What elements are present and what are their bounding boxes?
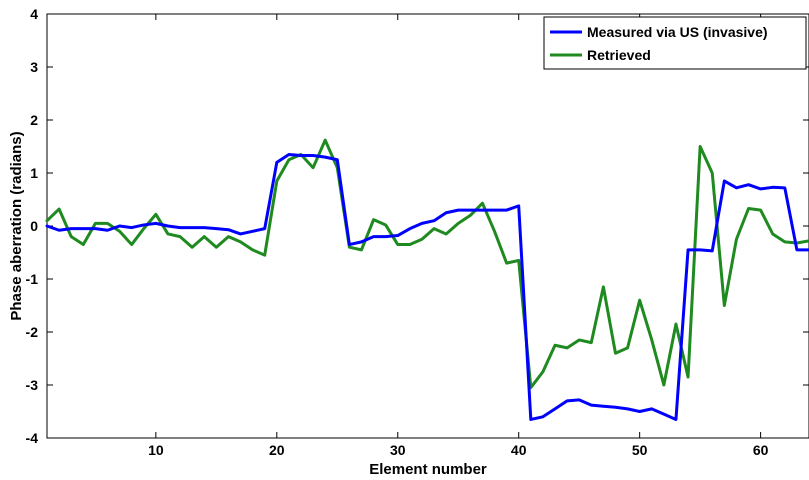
y-tick-label: 3: [30, 59, 38, 75]
series-line-measured: [45, 152, 809, 421]
legend-box: [543, 16, 807, 70]
x-tick-label: 30: [390, 442, 406, 458]
legend-label-retrieved: Retrieved: [587, 47, 651, 63]
y-tick-label: 2: [30, 112, 38, 128]
x-axis-label: Element number: [369, 461, 487, 478]
y-axis-label: Phase aberration (radians): [8, 131, 25, 320]
y-tick-label: -3: [26, 377, 39, 393]
y-tick-label: 0: [30, 218, 38, 234]
y-tick-label: 1: [30, 165, 38, 181]
y-tick-label: -4: [26, 430, 39, 446]
y-tick-label: -2: [26, 324, 39, 340]
x-tick-label: 50: [632, 442, 648, 458]
series-lines: [45, 138, 809, 421]
y-tick-label: -1: [26, 271, 39, 287]
x-tick-label: 20: [269, 442, 285, 458]
x-tick-label: 10: [148, 442, 164, 458]
x-tick-label: 60: [753, 442, 769, 458]
legend-label-measured: Measured via US (invasive): [587, 24, 768, 40]
legend: Measured via US (invasive) Retrieved: [543, 16, 807, 70]
y-tick-label: 4: [30, 6, 38, 22]
axis-ticks: 10 20 30 40 50 60 -4 -3 -2 -1 0 1 2 3 4: [26, 6, 809, 458]
x-tick-label: 40: [511, 442, 527, 458]
